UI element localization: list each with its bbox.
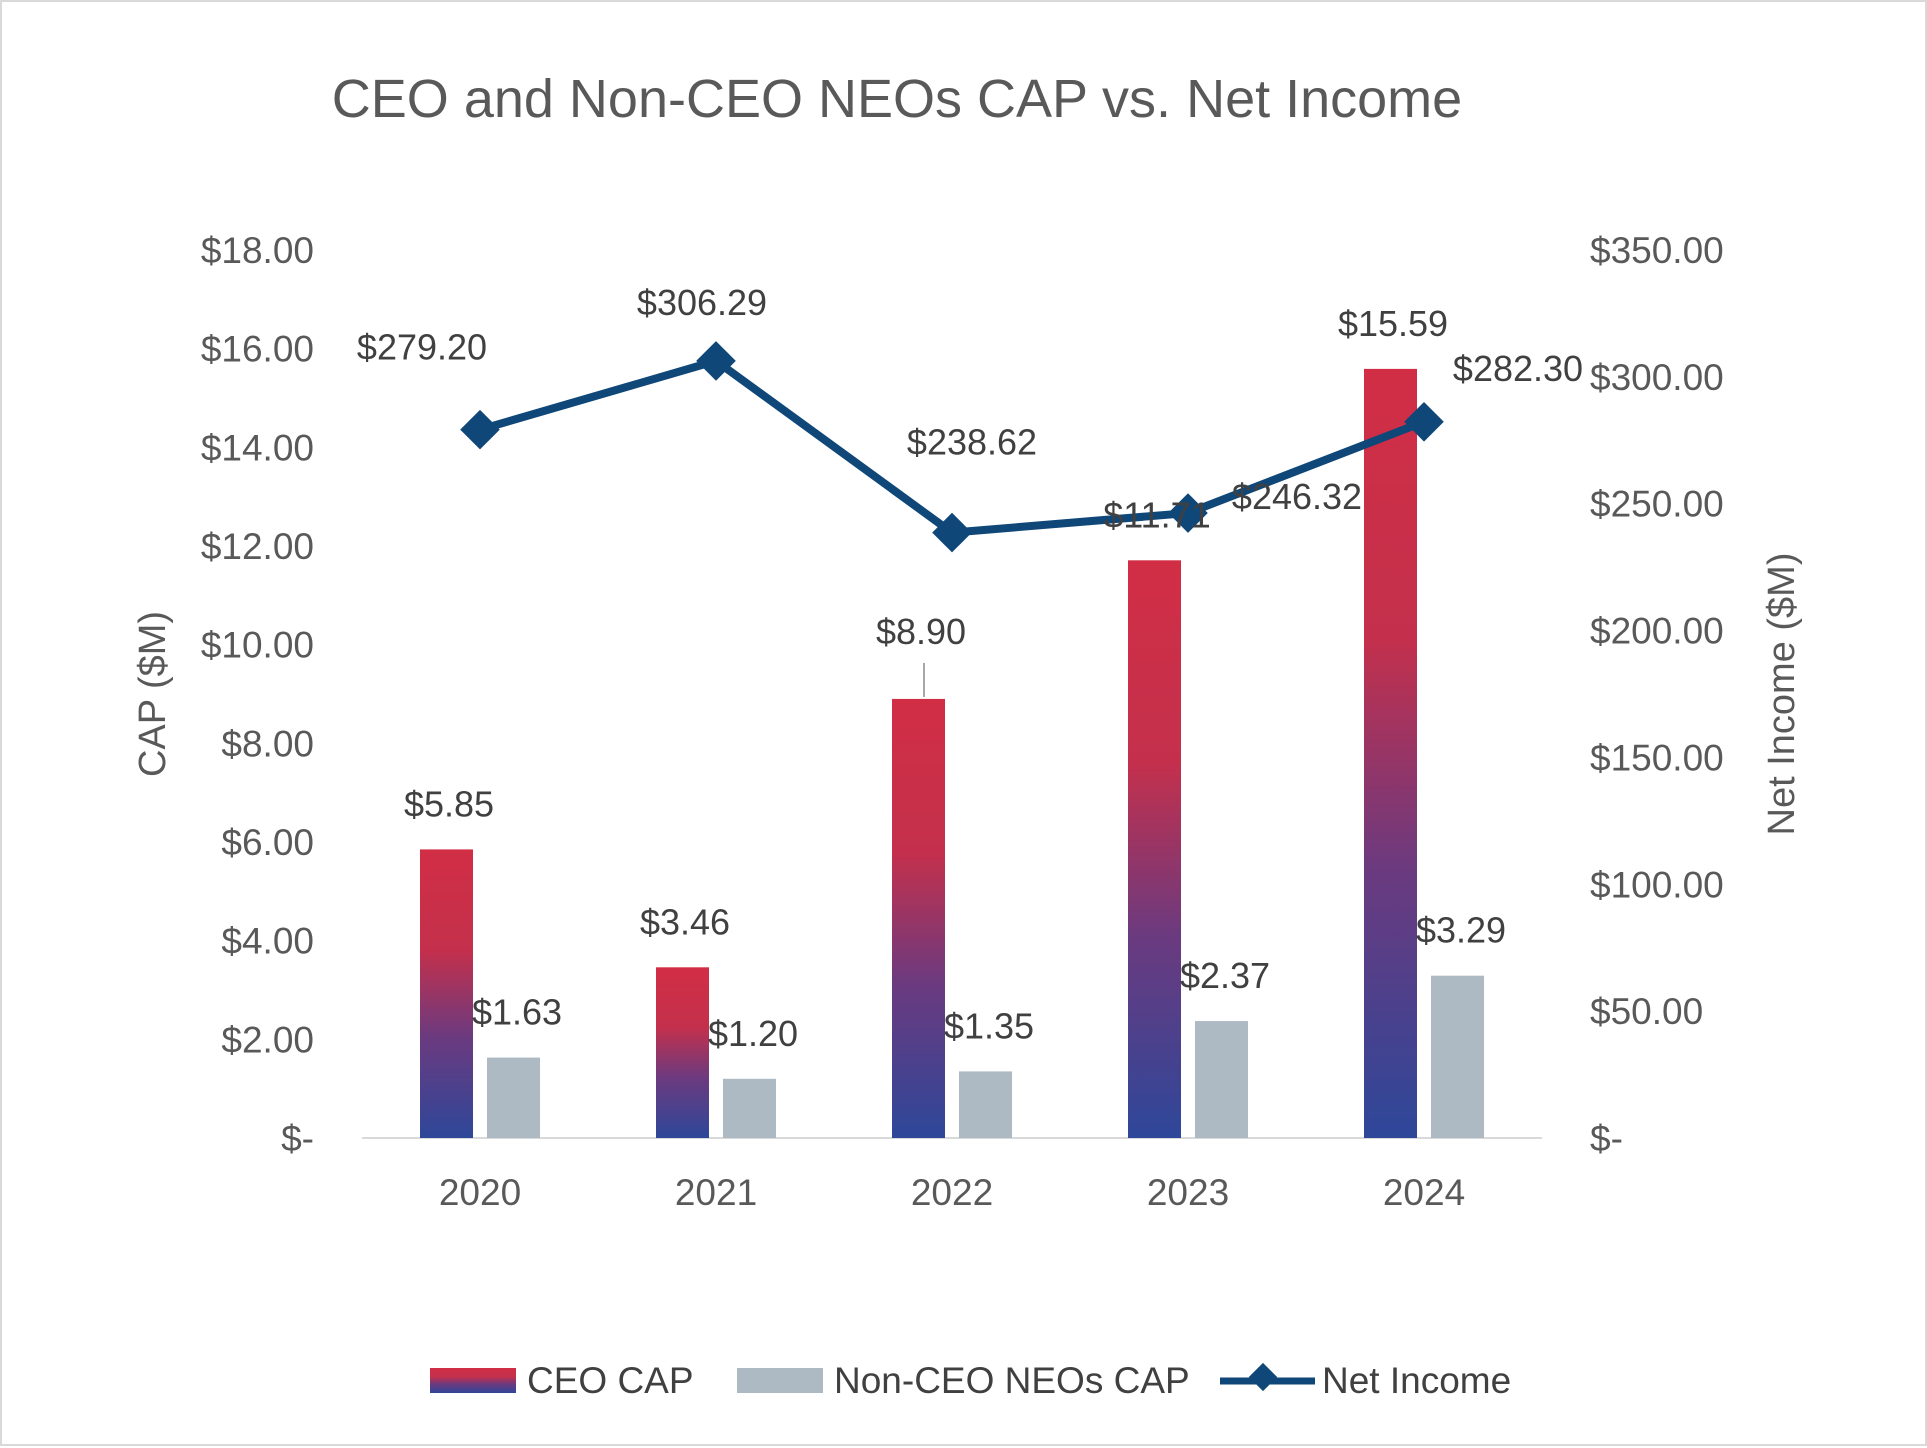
label-non-ceo-neos-cap: $1.63 [472, 992, 562, 1033]
x-axis-ticks: 2020 2021 2022 2023 2024 [439, 1172, 1465, 1213]
legend-swatch-ceo-cap [430, 1368, 516, 1393]
label-non-ceo-neos-cap: $1.35 [944, 1005, 1034, 1046]
x-tick-label: 2021 [675, 1172, 757, 1213]
left-tick-label: $2.00 [221, 1019, 314, 1060]
label-ceo-cap: $5.85 [404, 783, 494, 824]
bar-series [420, 368, 1484, 1139]
right-tick-label: $300.00 [1590, 357, 1724, 398]
left-tick-label: $12.00 [201, 526, 314, 567]
x-tick-label: 2020 [439, 1172, 521, 1213]
right-tick-label: $50.00 [1590, 991, 1703, 1032]
right-tick-label: $100.00 [1590, 864, 1724, 905]
right-tick-label: $150.00 [1590, 737, 1724, 778]
right-tick-label: $250.00 [1590, 484, 1724, 525]
left-tick-label: $8.00 [221, 723, 314, 764]
x-tick-label: 2022 [911, 1172, 993, 1213]
chart-title: CEO and Non-CEO NEOs CAP vs. Net Income [332, 69, 1462, 129]
bar-non-ceo-neos-cap [1431, 975, 1484, 1138]
left-tick-label: $- [281, 1118, 314, 1159]
label-non-ceo-neos-cap: $1.20 [708, 1013, 798, 1054]
label-net-income: $306.29 [637, 282, 767, 323]
marker-net-income [696, 341, 736, 381]
legend-label-net-income: Net Income [1322, 1360, 1511, 1401]
right-axis-title: Net Income ($M) [1761, 553, 1803, 836]
left-axis-title: CAP ($M) [132, 611, 174, 777]
bar-non-ceo-neos-cap [487, 1057, 540, 1138]
left-tick-label: $6.00 [221, 822, 314, 863]
data-labels: $5.85 $3.46 $8.90 $11.71 $15.59 $1.63 $1.20 $1.… [357, 282, 1583, 1054]
legend-swatch-non-ceo-neos-cap [737, 1368, 823, 1393]
right-tick-label: $350.00 [1590, 230, 1724, 271]
bar-non-ceo-neos-cap [723, 1078, 776, 1138]
label-ceo-cap: $3.46 [640, 901, 730, 942]
left-axis-ticks: $- $2.00 $4.00 $6.00 $8.00 $10.00 $12.00 $14.00… [201, 230, 314, 1159]
marker-net-income [460, 409, 500, 450]
legend: CEO CAP Non-CEO NEOs CAP Net Income [430, 1360, 1511, 1401]
label-ceo-cap: $11.71 [1103, 494, 1210, 535]
right-axis-ticks: $- $50.00 $100.00 $150.00 $200.00 $250.00 $300… [1590, 230, 1724, 1159]
label-ceo-cap: $15.59 [1338, 303, 1448, 344]
label-ceo-cap: $8.90 [876, 611, 966, 652]
legend-marker-net-income [1248, 1362, 1278, 1392]
left-tick-label: $14.00 [201, 427, 314, 468]
bar-ceo-cap [1364, 368, 1417, 1139]
label-net-income: $282.30 [1453, 348, 1583, 389]
label-non-ceo-neos-cap: $2.37 [1180, 955, 1270, 996]
legend-label-ceo-cap: CEO CAP [527, 1360, 694, 1401]
bar-ceo-cap [1128, 560, 1181, 1138]
left-tick-label: $16.00 [201, 329, 314, 370]
left-tick-label: $10.00 [201, 625, 314, 666]
bar-ceo-cap [892, 698, 945, 1138]
right-tick-label: $- [1590, 1118, 1623, 1159]
legend-label-non-ceo-neos-cap: Non-CEO NEOs CAP [834, 1360, 1190, 1401]
marker-net-income [932, 512, 972, 553]
label-net-income: $238.62 [907, 422, 1037, 463]
bar-ceo-cap [420, 849, 473, 1138]
x-tick-label: 2024 [1383, 1172, 1465, 1213]
left-tick-label: $18.00 [201, 230, 314, 271]
left-tick-label: $4.00 [221, 921, 314, 962]
label-net-income: $279.20 [357, 327, 487, 368]
bar-non-ceo-neos-cap [1195, 1021, 1248, 1138]
right-tick-label: $200.00 [1590, 611, 1724, 652]
bar-ceo-cap [656, 967, 709, 1138]
label-non-ceo-neos-cap: $3.29 [1416, 910, 1506, 951]
label-net-income: $246.32 [1232, 476, 1362, 517]
bar-non-ceo-neos-cap [959, 1071, 1012, 1138]
x-tick-label: 2023 [1147, 1172, 1229, 1213]
